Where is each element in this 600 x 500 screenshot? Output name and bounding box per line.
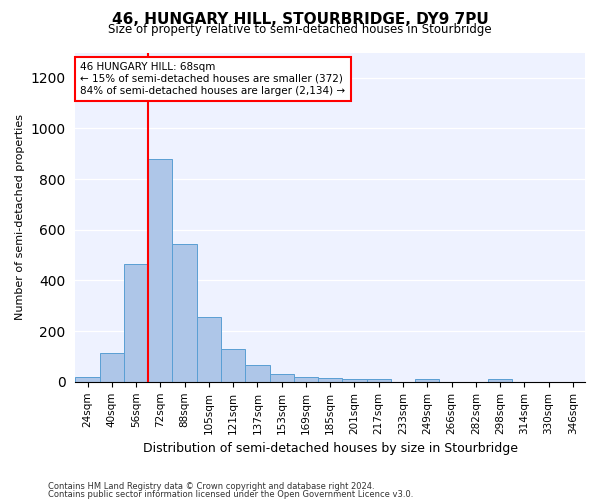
Bar bbox=[245, 366, 269, 382]
Text: Contains HM Land Registry data © Crown copyright and database right 2024.: Contains HM Land Registry data © Crown c… bbox=[48, 482, 374, 491]
Bar bbox=[124, 264, 148, 382]
Bar bbox=[100, 352, 124, 382]
Bar bbox=[172, 244, 197, 382]
Bar bbox=[269, 374, 294, 382]
Bar bbox=[294, 377, 318, 382]
Bar bbox=[318, 378, 343, 382]
Text: Contains public sector information licensed under the Open Government Licence v3: Contains public sector information licen… bbox=[48, 490, 413, 499]
Bar bbox=[197, 317, 221, 382]
Bar bbox=[415, 380, 439, 382]
Bar bbox=[367, 380, 391, 382]
Bar bbox=[343, 380, 367, 382]
Text: 46, HUNGARY HILL, STOURBRIDGE, DY9 7PU: 46, HUNGARY HILL, STOURBRIDGE, DY9 7PU bbox=[112, 12, 488, 28]
Text: Size of property relative to semi-detached houses in Stourbridge: Size of property relative to semi-detach… bbox=[108, 22, 492, 36]
Bar bbox=[148, 159, 172, 382]
Bar bbox=[221, 349, 245, 382]
Text: 46 HUNGARY HILL: 68sqm
← 15% of semi-detached houses are smaller (372)
84% of se: 46 HUNGARY HILL: 68sqm ← 15% of semi-det… bbox=[80, 62, 346, 96]
Y-axis label: Number of semi-detached properties: Number of semi-detached properties bbox=[15, 114, 25, 320]
X-axis label: Distribution of semi-detached houses by size in Stourbridge: Distribution of semi-detached houses by … bbox=[143, 442, 518, 455]
Bar bbox=[76, 377, 100, 382]
Bar bbox=[488, 380, 512, 382]
